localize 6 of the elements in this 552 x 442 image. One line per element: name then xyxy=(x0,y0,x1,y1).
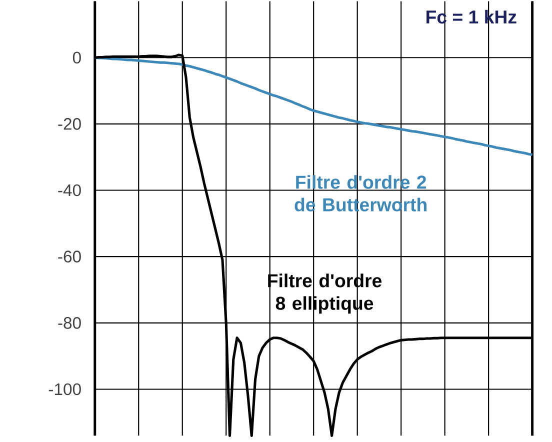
y-tick-label: -60 xyxy=(58,250,81,262)
y-tick-label: 0 xyxy=(72,51,81,64)
y-tick-label: -100 xyxy=(48,383,81,395)
y-tick-label: -20 xyxy=(58,118,81,130)
y-tick-label: -40 xyxy=(58,184,81,196)
y-tick-label: -80 xyxy=(58,316,81,329)
